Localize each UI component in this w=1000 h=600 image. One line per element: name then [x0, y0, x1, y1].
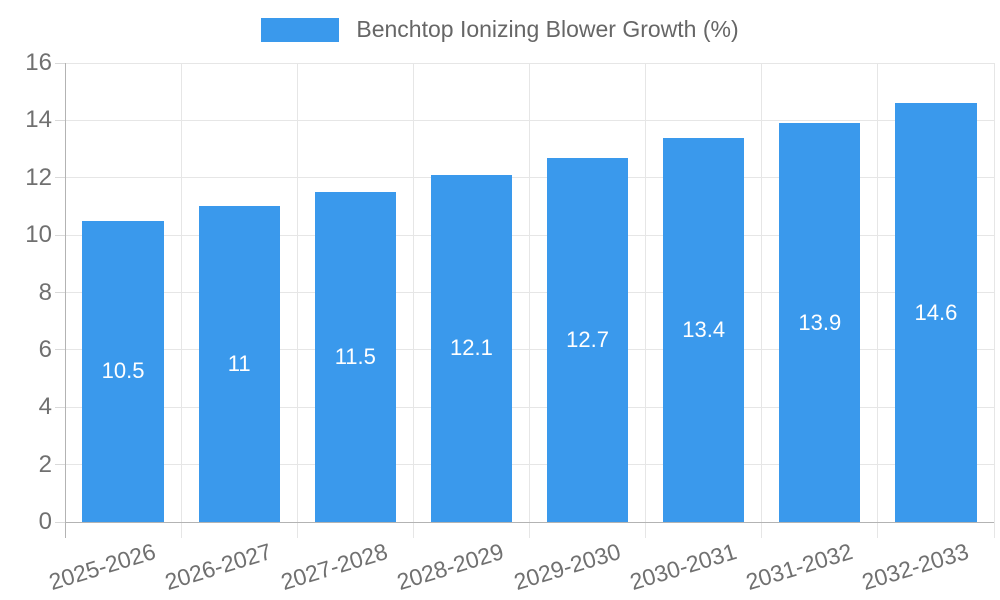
- bar: [314, 192, 396, 522]
- gridline-vertical: [645, 63, 647, 538]
- legend-label: Benchtop Ionizing Blower Growth (%): [356, 16, 739, 42]
- x-axis-line: [65, 522, 994, 523]
- x-axis-tick-label: 2030-2031: [626, 538, 740, 596]
- gridline-vertical: [761, 63, 763, 538]
- bar: [430, 174, 513, 522]
- y-axis-tick-label: 14: [25, 106, 52, 134]
- gridline-vertical: [529, 63, 530, 538]
- y-axis-tick: [55, 62, 65, 64]
- y-axis-tick-label: 8: [38, 278, 52, 306]
- gridline-vertical: [296, 63, 298, 538]
- bar-value-label: 12.1: [450, 335, 493, 361]
- x-axis-tick-label: 2029-2030: [510, 538, 624, 596]
- plot-area: 0 2 4 6 8 10 12 14 16 10.5 11 11.5 12.1 12.7 13.4 13.9 1…: [25, 49, 995, 595]
- bar-value-label: 10.5: [101, 358, 145, 384]
- gridline-vertical: [993, 63, 995, 538]
- y-axis-tick: [55, 349, 65, 351]
- legend-swatch: [261, 17, 340, 42]
- bar: [779, 123, 861, 522]
- x-axis-tick-label: 2031-2032: [742, 538, 856, 596]
- bar-value-label: 14.6: [914, 299, 958, 325]
- bar-value-label: 11: [227, 351, 251, 377]
- y-axis-tick: [55, 177, 65, 179]
- bar: [546, 157, 629, 522]
- y-axis-tick-label: 6: [38, 335, 52, 363]
- bar: [663, 137, 745, 522]
- y-axis-tick-label: 10: [25, 221, 52, 249]
- bar-value-label: 13.4: [682, 316, 726, 342]
- y-axis-line: [65, 63, 66, 538]
- y-axis-tick: [55, 119, 65, 121]
- y-axis-tick-label: 4: [38, 393, 52, 421]
- x-axis-tick-label: 2026-2027: [161, 538, 275, 596]
- y-axis-tick: [55, 234, 65, 236]
- gridline-vertical: [412, 63, 414, 538]
- y-axis-tick-label: 12: [25, 163, 52, 191]
- bar: [82, 220, 164, 522]
- bar-value-label: 11.5: [334, 344, 376, 370]
- y-axis-tick: [55, 464, 65, 466]
- legend: Benchtop Ionizing Blower Growth (%): [0, 16, 1000, 43]
- bar-value-label: 12.7: [566, 326, 609, 352]
- x-axis-tick-label: 2025-2026: [45, 538, 159, 596]
- y-axis-tick: [55, 292, 65, 293]
- y-axis-tick-label: 16: [25, 49, 52, 76]
- gridline-vertical: [180, 63, 182, 538]
- y-axis-tick-label: 0: [38, 508, 52, 535]
- y-axis-tick: [55, 406, 65, 408]
- y-axis-tick-label: 2: [38, 450, 52, 478]
- gridline-vertical: [877, 63, 879, 538]
- x-axis-tick-label: 2032-2033: [858, 538, 972, 596]
- y-axis-tick: [55, 521, 65, 523]
- x-axis-tick-label: 2027-2028: [278, 538, 391, 596]
- x-axis-tick-label: 2028-2029: [394, 538, 508, 596]
- bar: [895, 103, 977, 522]
- bar-value-label: 13.9: [798, 309, 842, 335]
- bar: [198, 206, 280, 522]
